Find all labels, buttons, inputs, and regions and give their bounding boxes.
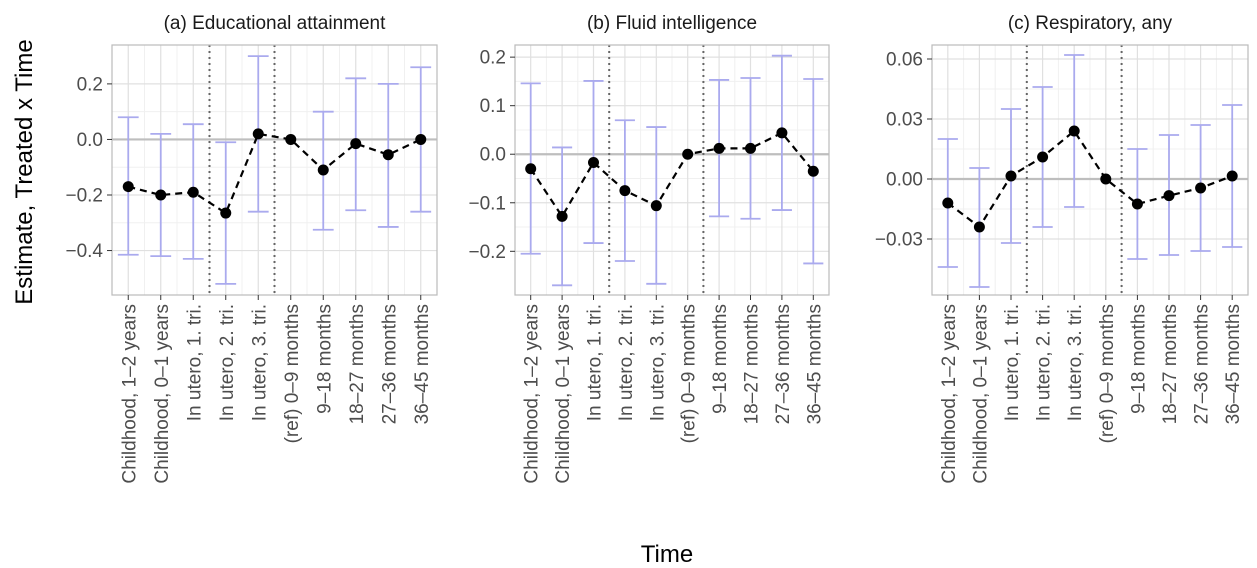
data-point bbox=[285, 133, 297, 145]
x-tick-label: 18–27 months bbox=[347, 304, 368, 424]
data-point bbox=[973, 221, 985, 233]
y-tick-label: 0.1 bbox=[480, 96, 506, 117]
x-tick-label: In utero, 1. tri. bbox=[1002, 304, 1023, 421]
data-point bbox=[350, 138, 362, 150]
x-tick-label: Childhood, 1–2 years bbox=[939, 304, 960, 484]
x-tick-label: (ref) 0–9 months bbox=[1097, 304, 1118, 443]
data-point bbox=[1068, 125, 1080, 137]
data-point bbox=[317, 164, 329, 176]
data-point bbox=[1131, 198, 1143, 210]
x-tick-label: (ref) 0–9 months bbox=[679, 304, 700, 443]
x-tick-label: In utero, 2. tri. bbox=[1034, 304, 1055, 421]
data-point bbox=[807, 165, 819, 177]
panel-border bbox=[111, 44, 438, 296]
data-point bbox=[1005, 170, 1017, 182]
x-tick-label: Childhood, 1–2 years bbox=[119, 304, 140, 484]
x-tick-label: 9–18 months bbox=[1128, 304, 1149, 414]
y-tick-label: 0.06 bbox=[886, 50, 923, 71]
panel-title: (c) Respiratory, any bbox=[1008, 13, 1173, 34]
panel-title: (b) Fluid intelligence bbox=[587, 13, 757, 34]
data-point bbox=[1195, 182, 1207, 194]
data-point bbox=[682, 148, 694, 160]
y-tick-label: −0.2 bbox=[468, 242, 506, 263]
x-tick-label: 18–27 months bbox=[742, 304, 763, 424]
data-point bbox=[1037, 151, 1049, 163]
series-line bbox=[128, 132, 422, 215]
x-tick-label: 27–36 months bbox=[773, 304, 794, 424]
y-tick-label: −0.4 bbox=[65, 241, 103, 262]
y-tick-label: 0.2 bbox=[77, 74, 103, 95]
y-tick-label: 0.2 bbox=[480, 48, 506, 69]
y-tick-label: −0.1 bbox=[468, 193, 506, 214]
data-point bbox=[415, 133, 427, 145]
x-tick-label: In utero, 1. tri. bbox=[184, 304, 205, 421]
data-point bbox=[1226, 170, 1238, 182]
series-line bbox=[529, 131, 815, 219]
data-point bbox=[942, 197, 954, 209]
panel-title: (a) Educational attainment bbox=[164, 13, 387, 34]
x-tick-label: 36–45 months bbox=[412, 304, 433, 424]
x-axis-title: Time bbox=[641, 541, 693, 568]
data-point bbox=[122, 181, 134, 193]
x-tick-label: Childhood, 1–2 years bbox=[522, 304, 543, 484]
series-line bbox=[947, 129, 1233, 229]
y-tick-label: 0.0 bbox=[77, 130, 103, 151]
y-tick-label: 0.03 bbox=[886, 110, 923, 131]
y-tick-label: −0.03 bbox=[875, 230, 923, 251]
data-point bbox=[1100, 173, 1112, 185]
data-point bbox=[382, 149, 394, 161]
panel-1: −0.4 −0.2 0.0 0.2 Childhood, 1–2 years Childh… bbox=[65, 13, 438, 484]
x-tick-label: In utero, 3. tri. bbox=[1065, 304, 1086, 421]
y-axis-title: Estimate, Treated x Time bbox=[11, 39, 38, 304]
x-tick-label: In utero, 2. tri. bbox=[616, 304, 637, 421]
x-tick-label: 9–18 months bbox=[314, 304, 335, 414]
x-tick-label: Childhood, 0–1 years bbox=[970, 304, 991, 484]
x-tick-label: 18–27 months bbox=[1160, 304, 1181, 424]
x-tick-label: In utero, 3. tri. bbox=[647, 304, 668, 421]
x-tick-label: In utero, 2. tri. bbox=[217, 304, 238, 421]
y-tick-label: 0.0 bbox=[480, 145, 506, 166]
x-tick-label: (ref) 0–9 months bbox=[282, 304, 303, 443]
data-point bbox=[155, 189, 167, 201]
data-point bbox=[556, 210, 568, 222]
x-tick-label: In utero, 1. tri. bbox=[585, 304, 606, 421]
x-tick-label: In utero, 3. tri. bbox=[249, 304, 270, 421]
y-tick-label: 0.00 bbox=[886, 170, 923, 191]
data-point bbox=[252, 128, 264, 140]
data-point bbox=[745, 142, 756, 154]
x-tick-label: Childhood, 0–1 years bbox=[553, 304, 574, 484]
data-point bbox=[220, 207, 232, 219]
y-tick-label: −0.2 bbox=[65, 186, 103, 207]
data-point bbox=[776, 127, 788, 139]
data-point bbox=[588, 156, 599, 168]
data-point bbox=[713, 142, 725, 154]
x-tick-label: 36–45 months bbox=[804, 304, 825, 424]
x-tick-label: 27–36 months bbox=[1192, 304, 1213, 424]
data-point bbox=[525, 163, 537, 175]
panel-2: −0.2 −0.1 0.0 0.1 0.2 Childhood, 1–2 years Chi… bbox=[468, 13, 830, 484]
data-point bbox=[187, 186, 199, 198]
data-point bbox=[619, 185, 631, 197]
panel-3: −0.03 0.00 0.03 0.06 Childhood, 1–2 years Chi… bbox=[875, 13, 1249, 484]
data-point bbox=[1163, 190, 1175, 202]
panel-border bbox=[931, 44, 1249, 296]
x-tick-label: Childhood, 0–1 years bbox=[152, 304, 173, 484]
x-tick-label: 9–18 months bbox=[710, 304, 731, 414]
data-point bbox=[650, 200, 662, 212]
x-tick-label: 27–36 months bbox=[379, 304, 400, 424]
x-tick-label: 36–45 months bbox=[1223, 304, 1244, 424]
panel-border bbox=[514, 44, 830, 296]
